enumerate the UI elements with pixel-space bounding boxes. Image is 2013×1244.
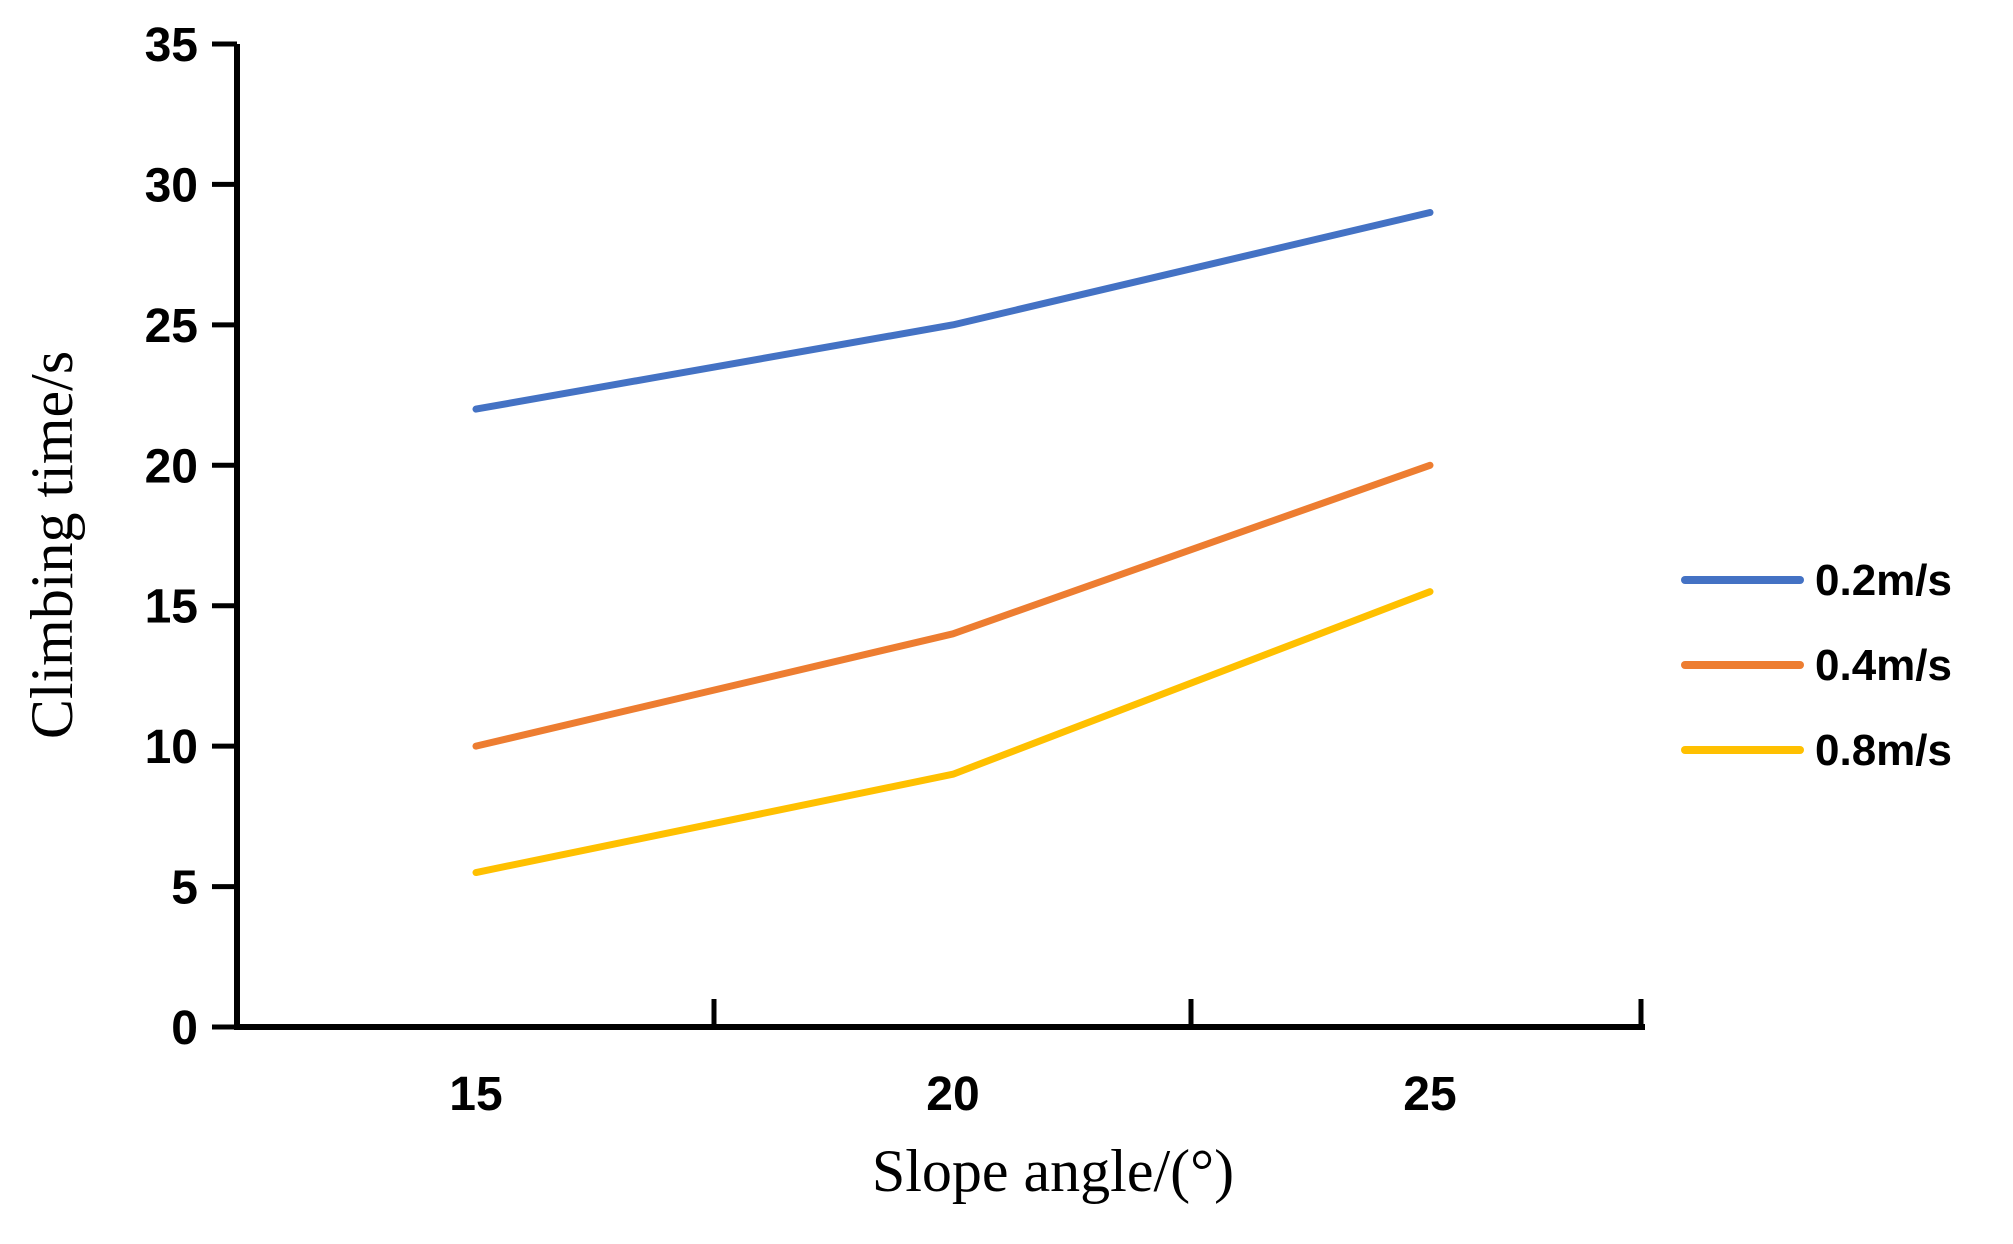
series-line-0.2m/s [472, 209, 1434, 413]
legend-label-0.8m/s: 0.8m/s [1815, 726, 1952, 775]
y-tick-label-15: 15 [145, 581, 198, 634]
y-tick-label-30: 30 [145, 159, 198, 212]
x-tick-label-25: 25 [1403, 1068, 1456, 1121]
y-tick-label-20: 20 [145, 440, 198, 493]
y-tick-label-10: 10 [145, 721, 198, 774]
series-line-0.4m/s [472, 461, 1434, 750]
y-tick-label-35: 35 [145, 19, 198, 72]
y-tick-label-5: 5 [171, 862, 198, 915]
x-tick-label-15: 15 [449, 1068, 502, 1121]
legend-label-0.2m/s: 0.2m/s [1815, 556, 1952, 605]
y-axis-title: Climbing time/s [19, 351, 85, 739]
series-line-0.8m/s [472, 588, 1434, 877]
x-tick-label-20: 20 [926, 1068, 979, 1121]
legend-label-0.4m/s: 0.4m/s [1815, 641, 1952, 690]
y-tick-label-0: 0 [171, 1002, 198, 1055]
x-axis-title: Slope angle/(°) [872, 1138, 1234, 1204]
y-tick-label-25: 25 [145, 300, 198, 353]
